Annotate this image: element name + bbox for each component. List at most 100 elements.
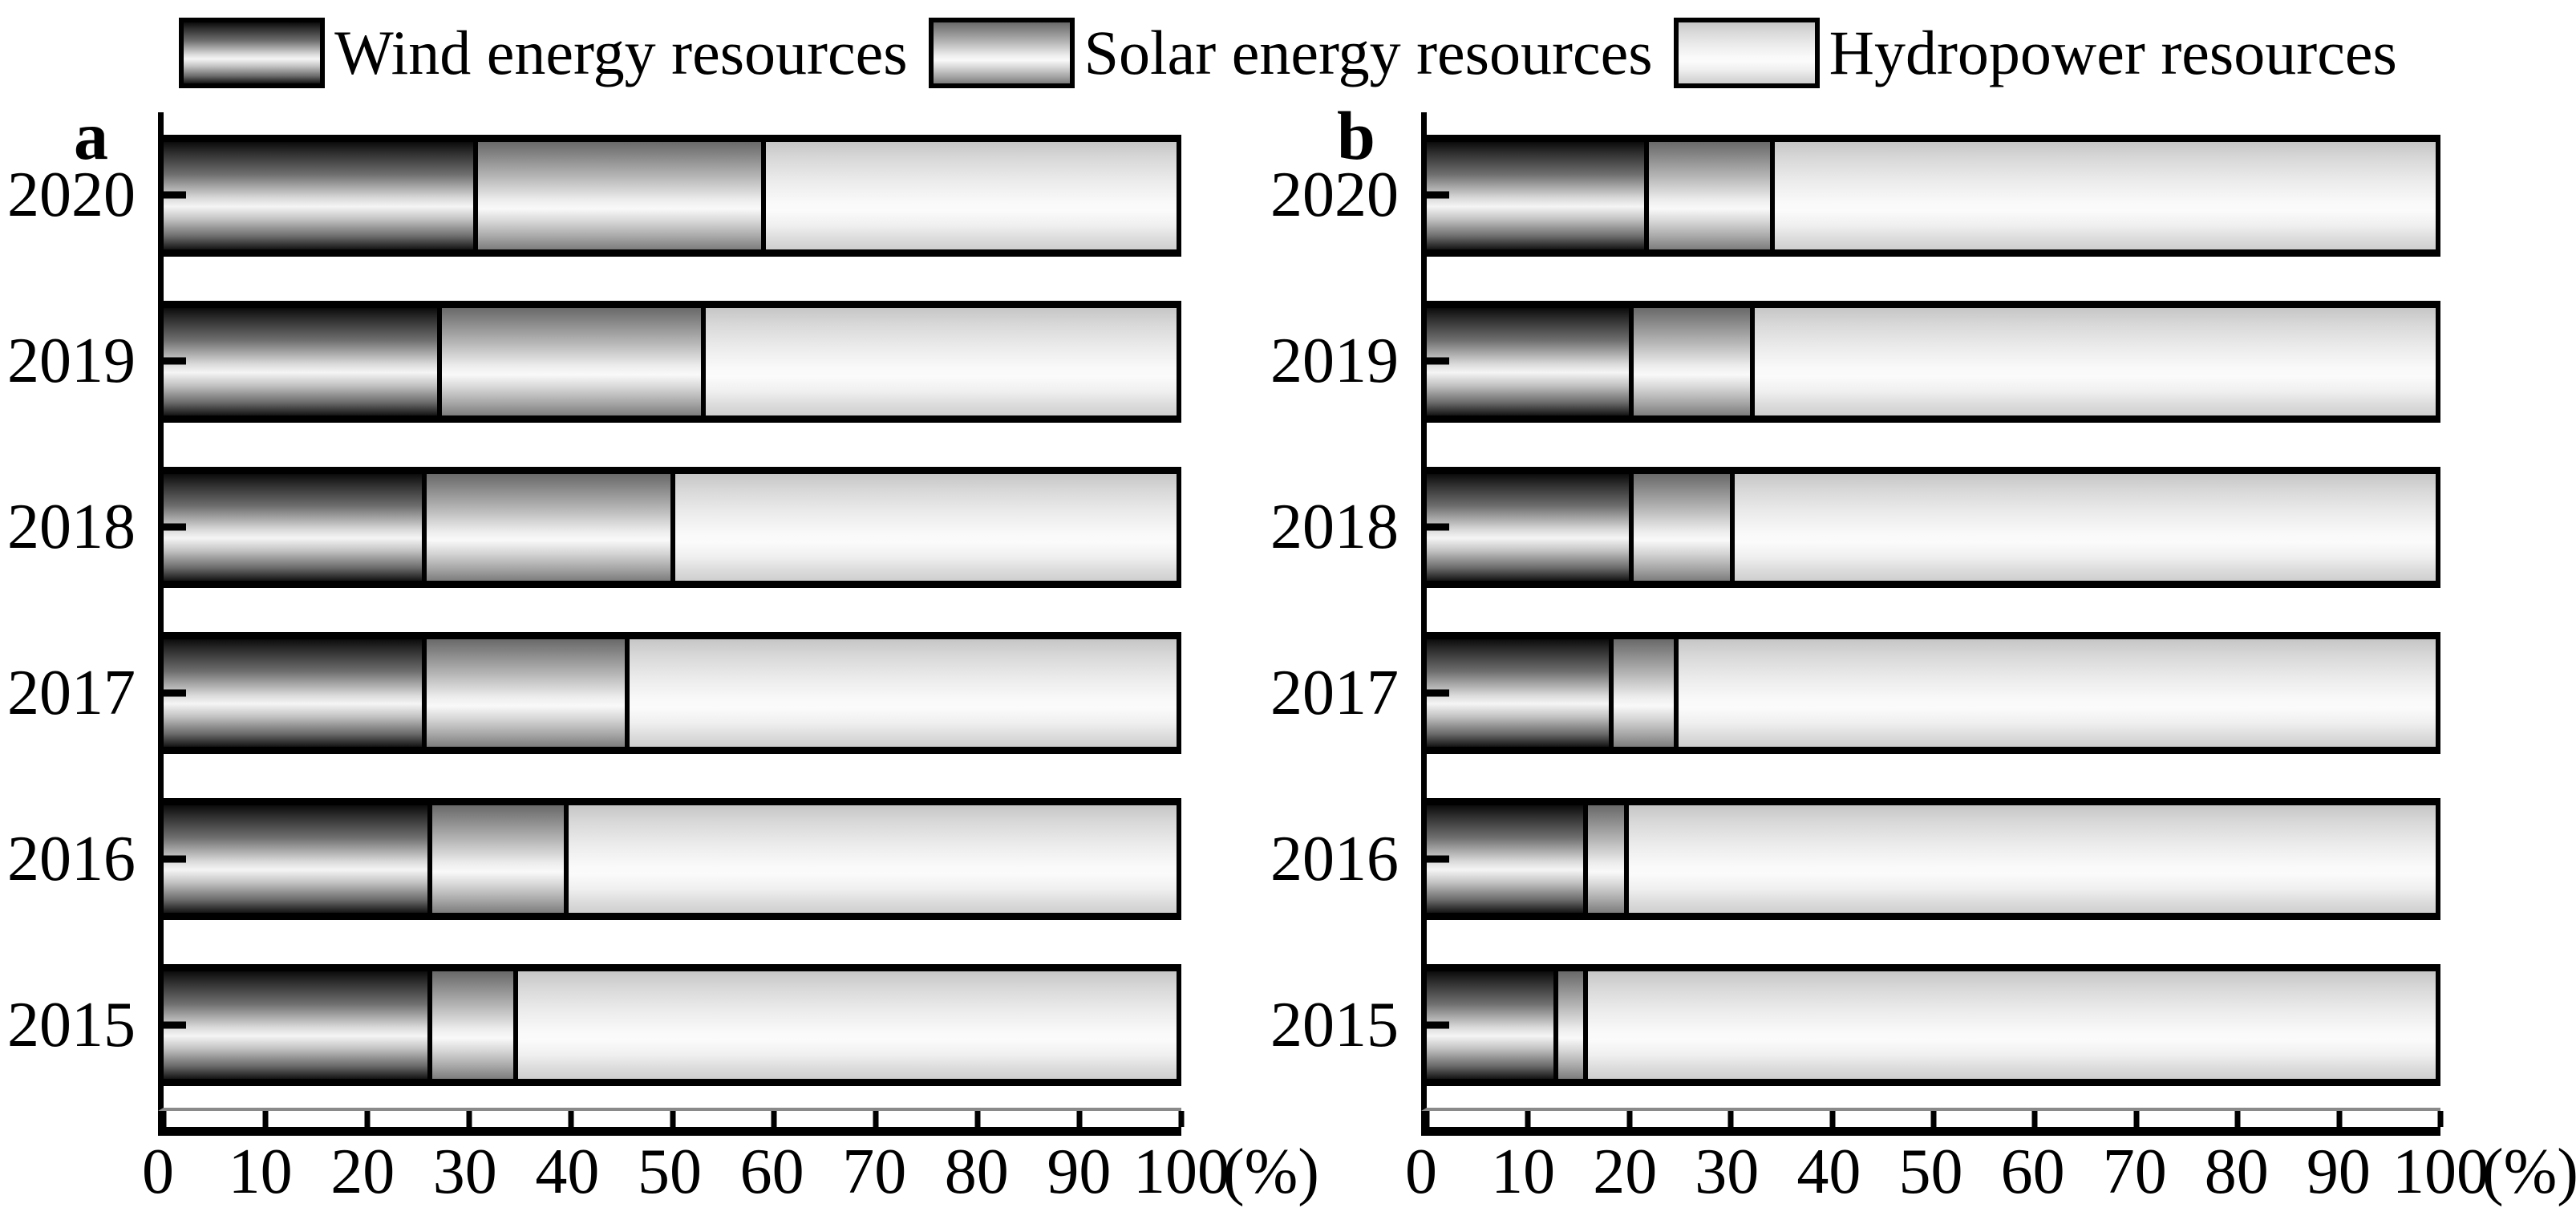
bar-row-2015: 2015: [7, 942, 1181, 1108]
year-label: 2020: [7, 160, 136, 231]
x-tick-label: 40: [535, 1137, 600, 1207]
legend-label-hydro: Hydropower resources: [1829, 18, 2397, 87]
hydro-segment: [1588, 971, 2436, 1079]
hydro-segment: [1754, 307, 2436, 415]
panel-a-plot: 2020 2019 2018 2017 2016 2015: [7, 112, 1181, 1111]
x-tick-labels: 0 10 20 30 40 50 60 70 80 90 100 (%): [142, 1137, 1319, 1220]
solar-segment: [1613, 639, 1679, 748]
x-tick: [2031, 1111, 2038, 1127]
year-label: 2016: [1270, 823, 1399, 894]
panel-b-plot: 2020 2019 2018 2017 2016 2015: [1270, 112, 2440, 1111]
x-tick-label: 0: [142, 1137, 174, 1207]
bar-row-2017: 2017: [7, 610, 1181, 776]
hydro-legend-swatch: [1673, 18, 1820, 88]
x-tick: [568, 1111, 574, 1127]
solar-segment: [427, 639, 630, 748]
x-tick-label: 30: [432, 1137, 497, 1207]
wind-segment: [1427, 473, 1634, 582]
solar-segment: [427, 473, 675, 582]
solar-segment: [442, 307, 706, 415]
x-tick-label: 50: [1898, 1137, 1963, 1207]
stacked-bar-2019: [164, 300, 1181, 423]
panel-b-x-axis: 0 10 20 30 40 50 60 70 80 90 100 (%): [1405, 1111, 2576, 1220]
year-tick: [164, 191, 186, 199]
x-tick: [262, 1111, 269, 1127]
x-tick-label: 20: [330, 1137, 395, 1207]
x-tick: [771, 1111, 777, 1127]
legend-item-wind: Wind energy resources: [179, 18, 908, 88]
legend: Wind energy resources Solar energy resour…: [0, 6, 2576, 99]
stacked-bar-2018: [164, 466, 1181, 589]
bar-row-2019: 2019: [1270, 278, 2440, 444]
x-tick-label: 100: [1133, 1137, 1229, 1207]
solar-segment: [431, 805, 569, 914]
stacked-bar-2016: [164, 798, 1181, 921]
bar-row-2019: 2019: [7, 278, 1181, 444]
percent-unit-label: (%): [2482, 1137, 2576, 1207]
solar-segment: [1633, 307, 1755, 415]
legend-label-wind: Wind energy resources: [334, 18, 908, 87]
x-tick: [1178, 1111, 1185, 1127]
solar-segment: [1557, 971, 1589, 1079]
x-tick: [1525, 1111, 1531, 1127]
year-label: 2018: [7, 492, 136, 563]
x-tick: [2133, 1111, 2140, 1127]
hydro-segment: [1734, 473, 2436, 582]
year-tick: [1427, 191, 1449, 199]
panel-a-x-axis: 0 10 20 30 40 50 60 70 80 90 100 (%): [142, 1111, 1319, 1220]
x-tick-label: 80: [2204, 1137, 2269, 1207]
x-tick: [1424, 1111, 1430, 1127]
solar-segment: [477, 142, 767, 249]
x-axis-baseline: [1421, 1127, 2440, 1136]
x-tick-label: 70: [2102, 1137, 2167, 1207]
year-label: 2019: [1270, 326, 1399, 397]
wind-segment: [164, 307, 443, 415]
x-axis-baseline: [158, 1127, 1181, 1136]
solar-segment: [1633, 473, 1735, 582]
wind-segment: [164, 971, 432, 1079]
year-label: 2015: [7, 989, 136, 1060]
wind-segment: [164, 142, 478, 249]
x-tick-label: 60: [739, 1137, 804, 1207]
year-label: 2017: [1270, 657, 1399, 728]
x-tick-label: 100: [2392, 1137, 2489, 1207]
year-tick: [164, 357, 186, 365]
x-tick: [1930, 1111, 1937, 1127]
stacked-bar-2020: [164, 135, 1181, 257]
stacked-bar-2015: [164, 964, 1181, 1086]
stacked-bar-2016: [1427, 798, 2440, 921]
year-label: 2016: [7, 823, 136, 894]
wind-segment: [164, 473, 427, 582]
year-tick: [1427, 689, 1449, 697]
percent-unit-label: (%): [1223, 1137, 1319, 1207]
stacked-bar-2017: [164, 632, 1181, 755]
legend-item-hydro: Hydropower resources: [1673, 18, 2397, 88]
x-tick: [2234, 1111, 2241, 1127]
x-tick: [1626, 1111, 1633, 1127]
bar-row-2018: 2018: [1270, 444, 2440, 610]
year-tick: [1427, 523, 1449, 531]
year-label: 2020: [1270, 160, 1399, 231]
stacked-bar-2020: [1427, 135, 2440, 257]
x-tick: [873, 1111, 879, 1127]
x-tick: [670, 1111, 675, 1127]
solar-segment: [1588, 805, 1629, 914]
x-tick-label: 80: [944, 1137, 1009, 1207]
year-tick: [1427, 357, 1449, 365]
x-tick: [1076, 1111, 1083, 1127]
legend-label-solar: Solar energy resources: [1083, 18, 1653, 87]
panel-a-label: a: [74, 97, 108, 174]
hydro-segment: [1628, 805, 2436, 914]
x-tick: [1829, 1111, 1836, 1127]
legend-item-solar: Solar energy resources: [928, 18, 1653, 88]
x-tick-label: 10: [228, 1137, 293, 1207]
year-tick: [164, 1021, 186, 1029]
panel-b-label: b: [1337, 97, 1375, 174]
x-tick-label: 90: [2306, 1137, 2371, 1207]
x-tick: [2437, 1111, 2444, 1127]
bar-row-2016: 2016: [7, 776, 1181, 942]
bar-row-2018: 2018: [7, 444, 1181, 610]
stacked-bar-2019: [1427, 300, 2440, 423]
x-tick-label: 0: [1405, 1137, 1437, 1207]
